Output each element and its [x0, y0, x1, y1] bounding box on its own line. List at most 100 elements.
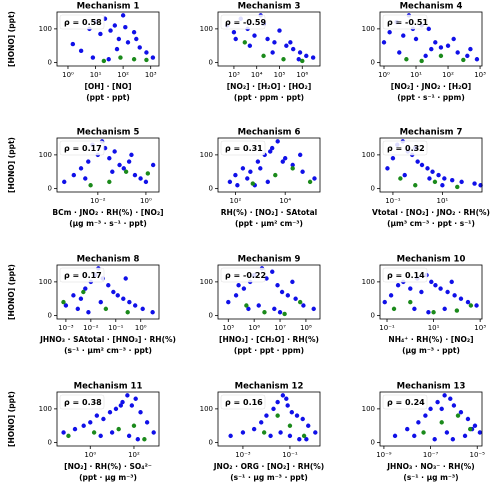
axes-frame: [56, 391, 160, 447]
point: [450, 437, 456, 442]
point: [412, 433, 417, 439]
axes-frame: [379, 391, 483, 447]
x-tick-label: 10⁰: [62, 71, 74, 79]
panel-title: Mechanism 7: [400, 128, 463, 138]
point: [273, 172, 278, 178]
point: [110, 169, 115, 174]
point: [101, 58, 107, 64]
annotation: ρ = -0.51: [387, 18, 428, 27]
x-tick-label: 10³: [145, 71, 157, 79]
panel-title: Mechanism 8: [77, 255, 140, 265]
x-tick-label: 10⁶: [296, 71, 308, 79]
point: [297, 299, 303, 305]
x-tick-label: 10²: [128, 451, 140, 459]
point: [103, 306, 109, 312]
point: [404, 57, 409, 62]
point: [61, 430, 66, 435]
point: [296, 57, 301, 62]
point: [297, 50, 303, 55]
x-axis-label: (s⁻¹ · μg m⁻³ · ppt): [230, 473, 308, 482]
x-axis-label: JNO₂ · ORG · [NO₂] · RH(%): [213, 462, 324, 471]
x-axis-label: BCm · JNO₂ · RH(%) · [NO₂]: [52, 208, 163, 217]
x-axis-label: JHNO₃ · SAtotal · [HNO₃] · RH(%): [39, 335, 176, 344]
point: [228, 433, 233, 439]
y-axis-label: [HONO] (ppt): [7, 264, 16, 320]
annotation-box: [220, 267, 266, 283]
point: [144, 50, 149, 55]
point: [111, 289, 116, 295]
point: [245, 176, 250, 181]
axes-frame: [217, 264, 321, 320]
point: [284, 43, 289, 48]
x-tick-label: 10⁴: [251, 71, 263, 79]
point: [419, 58, 424, 64]
point: [70, 41, 76, 47]
point: [123, 169, 129, 174]
panel-title: Mechanism 1: [77, 2, 140, 12]
point: [116, 36, 122, 42]
point: [458, 296, 464, 301]
panel: Mechanism 7 0 100 10⁻¹ 10¹ Vtotal · [NO₂] · J…: [362, 128, 490, 229]
point: [432, 437, 437, 442]
point: [310, 55, 316, 60]
annotation-box: [220, 14, 266, 30]
annotation: ρ = 0.16: [225, 398, 263, 407]
x-axis-label: (ppt · μm² cm⁻³): [235, 219, 303, 228]
point: [300, 58, 305, 64]
point: [423, 413, 428, 418]
point: [240, 430, 246, 435]
point: [78, 48, 84, 54]
point: [129, 403, 135, 408]
annotation: ρ = 0.14: [387, 271, 425, 280]
point: [107, 156, 112, 161]
point: [293, 296, 298, 301]
point: [408, 286, 413, 291]
point: [275, 139, 280, 144]
x-axis-label: [OH] · [NO]: [84, 82, 131, 91]
point: [150, 55, 156, 60]
point: [121, 296, 126, 301]
point: [240, 166, 246, 171]
point: [268, 149, 273, 154]
point: [435, 399, 440, 405]
point: [405, 426, 410, 432]
point: [112, 23, 118, 28]
point: [454, 308, 460, 313]
y-tick-label: 100: [200, 25, 213, 33]
panel: Mechanism 11 0 100 10⁰ 10² [NO₂] · RH(%) · SO…: [7, 382, 160, 482]
y-tick-label: 0: [371, 185, 375, 193]
panel-title: Mechanism 5: [77, 128, 140, 138]
annotation-box: [59, 267, 105, 283]
x-tick-label: 10⁻³: [235, 451, 251, 459]
point: [261, 430, 267, 435]
y-tick-label: 0: [48, 439, 52, 447]
annotation: ρ = -0.59: [225, 18, 266, 27]
point: [264, 413, 269, 418]
x-tick-label: 10⁰: [135, 324, 147, 332]
panel-title: Mechanism 9: [238, 255, 301, 265]
x-axis-label: (s⁻¹ · μm² cm⁻³ · ppt): [64, 346, 152, 355]
panel: Mechanism 9 0 100 10⁵ 10⁶ 10⁷ 10⁸ [HNO₃] · [CH₂…: [200, 255, 321, 355]
point: [66, 433, 71, 439]
annotation-box: [382, 14, 428, 30]
point: [451, 36, 456, 42]
annotation-box: [382, 267, 428, 283]
point: [468, 303, 474, 308]
annotation-box: [59, 140, 105, 156]
panel-title: Mechanism 3: [238, 2, 301, 12]
point: [98, 299, 103, 305]
point: [433, 40, 438, 45]
point: [264, 276, 269, 281]
point: [280, 393, 286, 398]
point: [474, 303, 479, 308]
point: [108, 28, 113, 33]
point: [279, 289, 285, 295]
annotation: ρ = -0.22: [225, 271, 266, 280]
point: [275, 413, 280, 418]
panel: Mechanism 1 0 100 10⁰ 10¹ 10² 10³ [OH] · [NO] (p…: [7, 2, 160, 102]
point: [125, 310, 130, 315]
point: [387, 30, 392, 35]
point: [301, 433, 307, 439]
point: [388, 293, 394, 298]
point: [472, 423, 478, 428]
